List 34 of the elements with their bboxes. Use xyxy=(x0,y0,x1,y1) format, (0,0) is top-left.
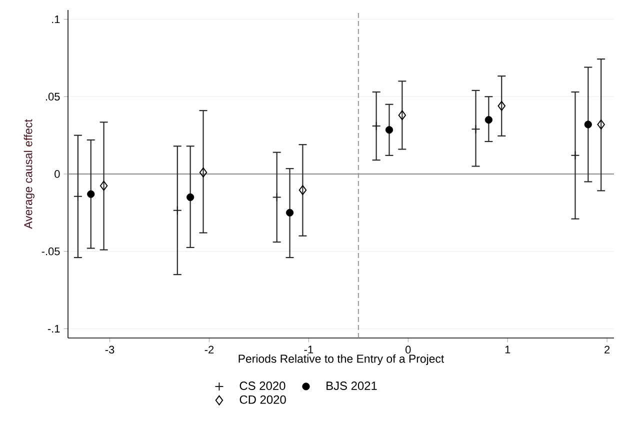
x-tick-label: 0 xyxy=(406,346,411,354)
point xyxy=(73,192,82,201)
point xyxy=(272,192,282,202)
point xyxy=(372,122,381,131)
x-tick-label: -3 xyxy=(105,346,114,354)
point xyxy=(398,110,406,120)
x-tick-label: -2 xyxy=(204,346,214,354)
legend-label: BJS 2021 xyxy=(326,382,377,390)
y-tick-label: -.1 xyxy=(48,324,60,332)
y-axis-title: Average causal effect xyxy=(24,119,34,229)
x-axis-title: Periods Relative to the Entry of a Project xyxy=(238,354,444,366)
y-tick-label: .1 xyxy=(52,16,60,24)
legend-label: CS 2020 xyxy=(240,382,286,390)
point xyxy=(498,100,506,111)
point xyxy=(484,116,492,124)
point xyxy=(385,126,394,134)
point xyxy=(186,193,194,202)
point xyxy=(298,185,307,196)
point xyxy=(597,119,605,130)
x-tick-label: -1 xyxy=(304,346,314,354)
y-tick-label: .05 xyxy=(46,92,60,101)
y-tick-label: 0 xyxy=(54,170,60,178)
x-tick-label: 2 xyxy=(604,346,610,354)
point xyxy=(199,167,208,178)
legend-label: CD 2020 xyxy=(240,395,286,404)
point xyxy=(471,124,480,134)
point xyxy=(286,208,294,216)
point xyxy=(584,120,592,128)
point xyxy=(570,150,580,160)
x-tick-label: 1 xyxy=(505,346,510,354)
point xyxy=(100,180,108,191)
point xyxy=(172,206,182,215)
point xyxy=(87,190,95,198)
y-tick-label: -.05 xyxy=(42,247,60,256)
